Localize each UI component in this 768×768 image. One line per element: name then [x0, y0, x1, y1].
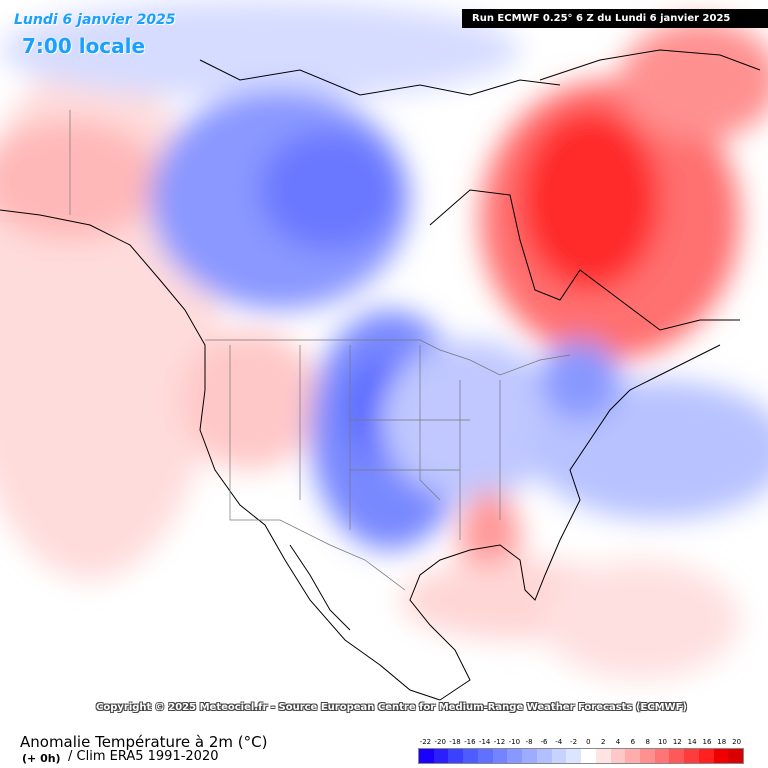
legend-tick-label: 12: [672, 738, 682, 746]
legend-tick-label: 8: [645, 738, 650, 746]
legend-swatch: [581, 749, 596, 763]
legend-swatch: [566, 749, 582, 763]
legend-swatch: [684, 749, 699, 763]
legend-swatch: [477, 749, 493, 763]
legend-swatch: [698, 749, 714, 763]
forecast-date: Lundi 6 janvier 2025: [14, 12, 176, 28]
legend-tick-label: -20: [434, 738, 446, 746]
legend-swatch: [654, 749, 670, 763]
model-run-banner: Run ECMWF 0.25° 6 Z du Lundi 6 janvier 2…: [462, 9, 768, 28]
legend-tick-label: -18: [449, 738, 461, 746]
legend-tick-label: -2: [570, 738, 578, 746]
legend-swatch: [536, 749, 552, 763]
variable-name: Anomalie Température à 2m (°C): [20, 733, 268, 751]
legend-tick-label: -8: [525, 738, 533, 746]
legend-tick-label: 0: [586, 738, 591, 746]
color-legend: [418, 748, 744, 764]
legend-swatch: [419, 749, 434, 763]
legend-swatch: [669, 749, 685, 763]
coastlines: [0, 49, 761, 701]
legend-tick-label: 18: [717, 738, 727, 746]
legend-swatch: [522, 749, 537, 763]
legend-tick-label: -10: [508, 738, 521, 746]
legend-tick-label: -14: [478, 738, 491, 746]
legend-tick-label: 6: [630, 738, 636, 746]
legend-tick-label: -22: [419, 738, 432, 746]
borders: [69, 110, 571, 591]
lead-time: (+ 0h): [22, 752, 61, 765]
legend-tick-label: -16: [464, 738, 476, 746]
legend-tick-label: -4: [555, 738, 563, 746]
legend-swatch: [492, 749, 508, 763]
legend-swatch: [507, 749, 523, 763]
legend-tick-label: 2: [600, 738, 606, 746]
legend-swatch: [728, 749, 744, 763]
legend-tick-label: 14: [687, 738, 697, 746]
copyright-notice: Copyright © 2025 Meteociel.fr - Source E…: [96, 702, 687, 713]
legend-swatch: [625, 749, 641, 763]
forecast-time: 7:00 locale: [22, 34, 146, 58]
legend-tick-label: 4: [615, 738, 621, 746]
legend-swatch: [433, 749, 449, 763]
legend-swatch: [463, 749, 478, 763]
legend-tick-label: 20: [732, 738, 742, 746]
legend-tick-label: -6: [540, 738, 548, 746]
legend-tick-label: 10: [658, 738, 667, 746]
legend-swatch: [595, 749, 611, 763]
climatology-reference: / Clim ERA5 1991-2020: [68, 749, 219, 764]
legend-tick-labels: -22 -20 -18 -16 -14 -12 -10 -8 -6 -4 -2 0 2 4 6 8 10 12 14…: [418, 738, 744, 747]
legend-swatch: [713, 749, 729, 763]
legend-tick-label: 16: [702, 738, 712, 746]
footer-bar: Anomalie Température à 2m (°C) (+ 0h) / …: [0, 728, 768, 768]
legend-swatch: [640, 749, 655, 763]
legend-swatch: [551, 749, 567, 763]
legend-tick-label: -12: [493, 738, 506, 746]
legend-swatch: [610, 749, 626, 763]
legend-swatch: [448, 749, 464, 763]
